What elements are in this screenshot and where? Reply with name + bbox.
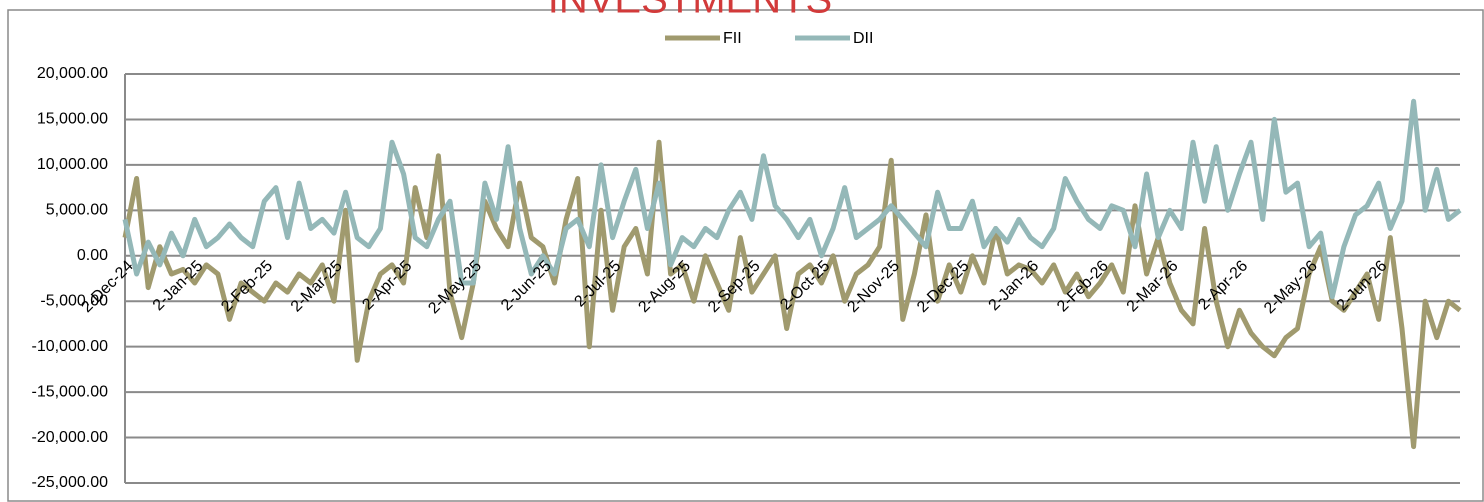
y-tick-label: 15,000.00: [37, 111, 108, 128]
y-tick-label: -20,000.00: [31, 429, 108, 446]
chart-title: INVESTMENTS: [548, 0, 832, 22]
y-tick-label: -25,000.00: [31, 474, 108, 491]
y-tick-label: 10,000.00: [37, 156, 108, 173]
y-tick-label: -5,000.00: [40, 292, 108, 309]
y-tick-label: 20,000.00: [37, 65, 108, 82]
legend-label: FII: [723, 30, 742, 47]
y-tick-label: 5,000.00: [46, 202, 108, 219]
y-tick-label: -15,000.00: [31, 383, 108, 400]
data-line: [122, 98, 1462, 300]
legend-label: DII: [853, 30, 873, 47]
data-line: [122, 139, 1462, 450]
y-tick-label: -10,000.00: [31, 338, 108, 355]
y-tick-label: 0.00: [77, 247, 108, 264]
